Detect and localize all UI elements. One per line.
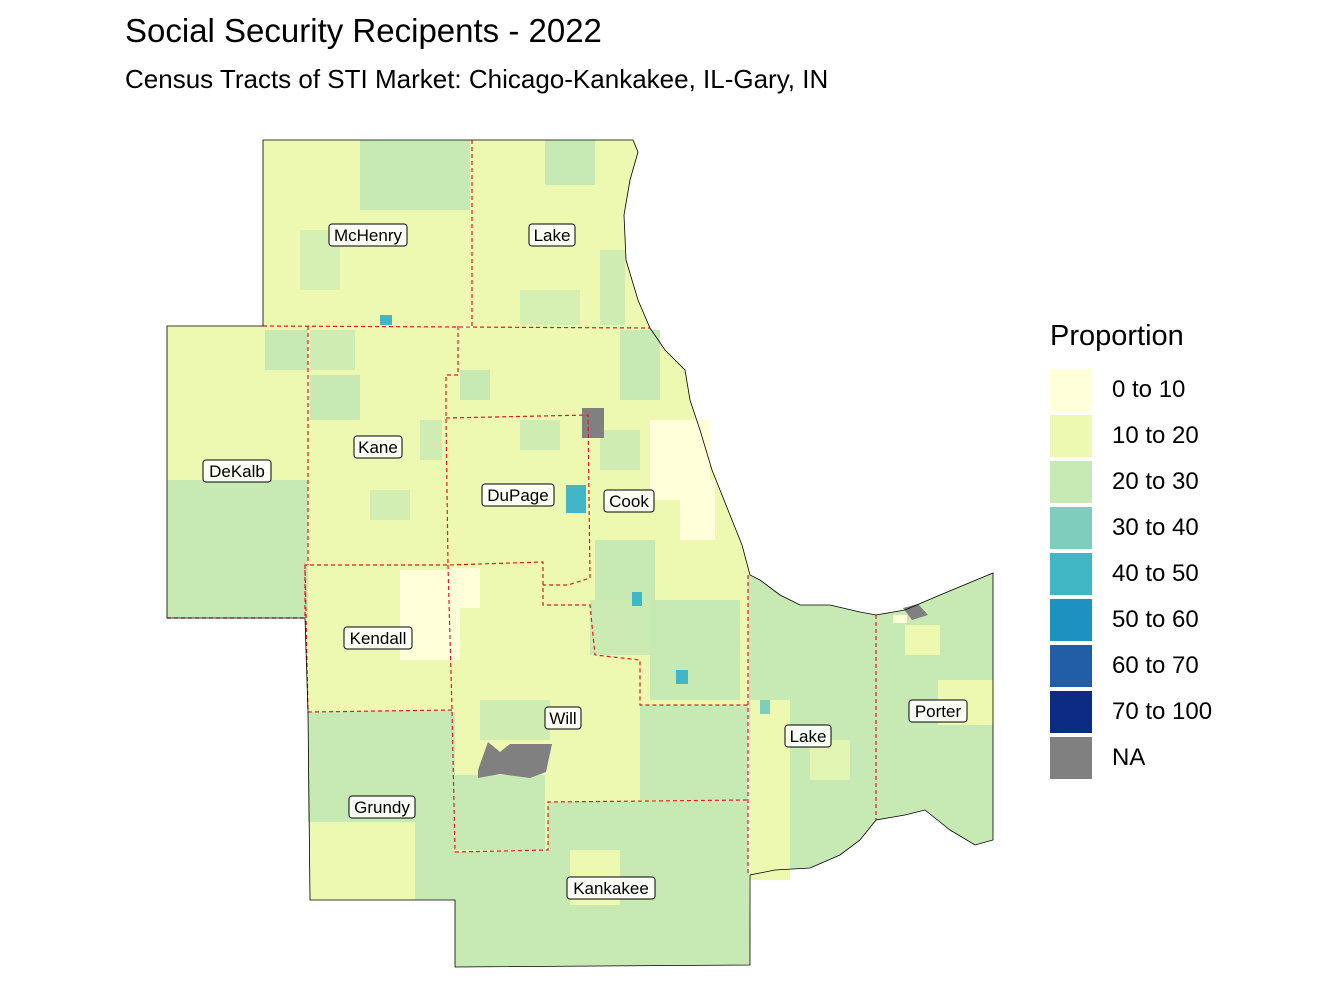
- label-cook: Cook: [603, 489, 655, 513]
- legend: Proportion 0 to 10 10 to 20 20 to 30 30 to …: [1050, 320, 1212, 781]
- legend-swatch: [1050, 645, 1092, 687]
- legend-item: 10 to 20: [1050, 413, 1212, 459]
- na-tract: [582, 408, 604, 438]
- svg-text:Will: Will: [549, 709, 576, 728]
- legend-label: 70 to 100: [1112, 698, 1213, 725]
- legend-item: 60 to 70: [1050, 643, 1212, 689]
- label-will: Will: [544, 706, 582, 730]
- label-porter: Porter: [908, 699, 968, 723]
- legend-item: 0 to 10: [1050, 367, 1212, 413]
- svg-text:Kane: Kane: [358, 438, 398, 457]
- svg-text:Kendall: Kendall: [350, 629, 407, 648]
- legend-swatch: [1050, 461, 1092, 503]
- legend-item: 20 to 30: [1050, 459, 1212, 505]
- legend-item: 50 to 60: [1050, 597, 1212, 643]
- na-tract: [478, 742, 552, 778]
- legend-label: 0 to 10: [1112, 376, 1186, 403]
- legend-label: 30 to 40: [1112, 514, 1199, 541]
- label-dupage: DuPage: [481, 483, 555, 507]
- svg-text:DuPage: DuPage: [487, 486, 548, 505]
- region-outline: [166, 139, 994, 968]
- svg-text:Cook: Cook: [609, 492, 649, 511]
- legend-item: 30 to 40: [1050, 505, 1212, 551]
- svg-text:Porter: Porter: [915, 702, 962, 721]
- svg-text:McHenry: McHenry: [334, 226, 403, 245]
- map-title: Social Security Recipents - 2022: [125, 12, 602, 49]
- svg-text:Lake: Lake: [790, 727, 827, 746]
- legend-swatch: [1050, 553, 1092, 595]
- legend-swatch: [1050, 369, 1092, 411]
- legend-label: 60 to 70: [1112, 652, 1199, 679]
- map-subtitle: Census Tracts of STI Market: Chicago-Kan…: [125, 64, 829, 94]
- label-lake-in: Lake: [784, 724, 832, 748]
- legend-swatch: [1050, 415, 1092, 457]
- legend-label: NA: [1112, 744, 1146, 771]
- legend-label: 40 to 50: [1112, 560, 1199, 587]
- legend-swatch: [1050, 507, 1092, 549]
- label-lake-il: Lake: [528, 223, 576, 247]
- legend-swatch: [1050, 691, 1092, 733]
- legend-swatch: [1050, 599, 1092, 641]
- label-dekalb: DeKalb: [202, 459, 272, 483]
- label-kendall: Kendall: [343, 626, 413, 650]
- svg-text:DeKalb: DeKalb: [209, 462, 265, 481]
- legend-title: Proportion: [1050, 320, 1184, 352]
- legend-items: 0 to 10 10 to 20 20 to 30 30 to 40 40 to 50 5…: [1050, 367, 1212, 781]
- tract-patches: [167, 140, 993, 905]
- legend-label: 10 to 20: [1112, 422, 1199, 449]
- label-kane: Kane: [353, 435, 403, 459]
- svg-text:Grundy: Grundy: [354, 798, 410, 817]
- svg-text:Lake: Lake: [534, 226, 571, 245]
- legend-item: NA: [1050, 735, 1212, 781]
- legend-swatch: [1050, 737, 1092, 779]
- label-kankakee: Kankakee: [566, 876, 656, 900]
- legend-item: 70 to 100: [1050, 689, 1212, 735]
- label-mchenry: McHenry: [328, 223, 408, 247]
- legend-label: 50 to 60: [1112, 606, 1199, 633]
- legend-label: 20 to 30: [1112, 468, 1199, 495]
- svg-text:Kankakee: Kankakee: [573, 879, 649, 898]
- label-grundy: Grundy: [348, 795, 416, 819]
- legend-item: 40 to 50: [1050, 551, 1212, 597]
